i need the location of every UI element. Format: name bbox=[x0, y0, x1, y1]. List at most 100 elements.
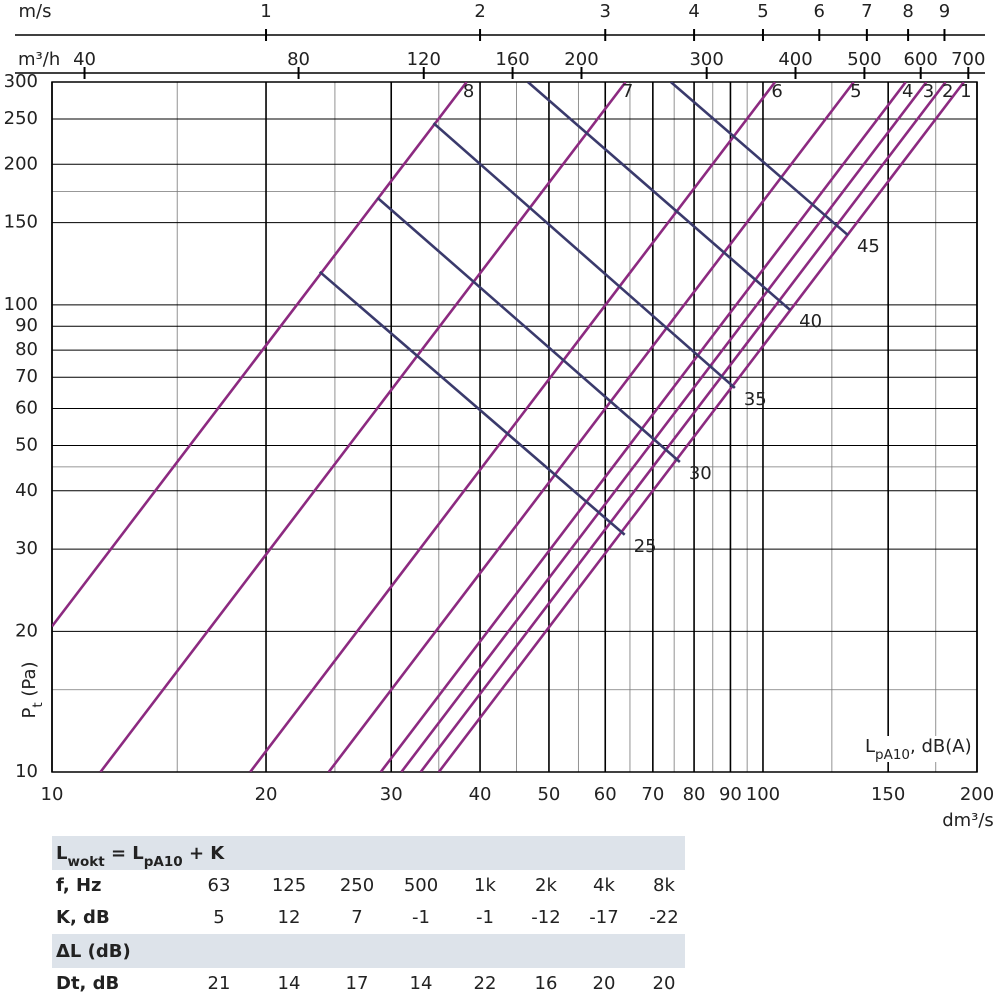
top-tick-label: 40 bbox=[73, 49, 96, 70]
curve-label: 45 bbox=[857, 236, 880, 257]
annotation-part: pA10 bbox=[875, 747, 910, 763]
curve bbox=[437, 82, 965, 772]
table-cell: -1 bbox=[412, 907, 430, 928]
x-tick-label: 80 bbox=[683, 784, 706, 805]
table-cell: 2k bbox=[535, 875, 557, 896]
curve-label: 30 bbox=[689, 463, 712, 484]
table-cell: 22 bbox=[474, 973, 497, 994]
curve bbox=[376, 196, 681, 463]
table-cell: 14 bbox=[278, 973, 301, 994]
x-tick-label: 60 bbox=[594, 784, 617, 805]
table-cell: 17 bbox=[346, 973, 369, 994]
top-tick-label: 700 bbox=[951, 49, 985, 70]
table-row-label: Dt, dB bbox=[56, 973, 119, 994]
curve-label: 4 bbox=[902, 81, 913, 102]
annotation-bg bbox=[862, 736, 968, 762]
table-header-part: pA10 bbox=[144, 854, 183, 870]
top-tick-label: 9 bbox=[939, 1, 950, 22]
table-cell: 20 bbox=[653, 973, 676, 994]
curve bbox=[379, 82, 907, 772]
x-tick-label: 30 bbox=[380, 784, 403, 805]
y-tick-label: 100 bbox=[4, 294, 38, 315]
table-cell: 250 bbox=[340, 875, 374, 896]
curve bbox=[527, 82, 792, 311]
curve-label: 2 bbox=[942, 81, 953, 102]
y-tick-label: 80 bbox=[15, 339, 38, 360]
table-cell: 12 bbox=[278, 907, 301, 928]
table-cell: 16 bbox=[535, 973, 558, 994]
top-tick-label: 300 bbox=[689, 49, 723, 70]
y-tick-label: 300 bbox=[4, 71, 38, 92]
curve-label: 6 bbox=[771, 81, 782, 102]
y-axis-label-part: t bbox=[30, 702, 46, 707]
x-tick-label: 50 bbox=[537, 784, 560, 805]
y-tick-label: 40 bbox=[15, 480, 38, 501]
table-header-part: + K bbox=[183, 843, 226, 864]
curve-label: 35 bbox=[744, 389, 767, 410]
x-tick-label: 20 bbox=[255, 784, 278, 805]
top-tick-label: 600 bbox=[904, 49, 938, 70]
table-cell: 21 bbox=[208, 973, 231, 994]
y-tick-label: 70 bbox=[15, 366, 38, 387]
x-tick-label: 10 bbox=[41, 784, 64, 805]
x-tick-label: 90 bbox=[719, 784, 742, 805]
y-tick-label: 90 bbox=[15, 315, 38, 336]
table-header-part: L bbox=[56, 843, 67, 864]
curve bbox=[432, 122, 736, 389]
curve-label: 25 bbox=[634, 536, 657, 557]
curve bbox=[400, 82, 928, 772]
plot-lines bbox=[52, 82, 965, 772]
top-tick-label: 8 bbox=[902, 1, 913, 22]
table-cell: 500 bbox=[404, 875, 438, 896]
plot-frame bbox=[51, 81, 978, 773]
x-tick-label: 150 bbox=[871, 784, 905, 805]
annotation-part: , dB(A) bbox=[910, 736, 972, 757]
table-cell: 8k bbox=[653, 875, 675, 896]
x-tick-label: 200 bbox=[960, 784, 994, 805]
top-tick-label: 200 bbox=[564, 49, 598, 70]
curve bbox=[327, 82, 855, 772]
top-tick-label: 160 bbox=[495, 49, 529, 70]
table-cell: -1 bbox=[476, 907, 494, 928]
curve-label: 5 bbox=[850, 81, 861, 102]
annotation-part: L bbox=[865, 736, 875, 757]
table-cell: 63 bbox=[208, 875, 231, 896]
x-axis-label: dm³/s bbox=[942, 810, 994, 831]
y-tick-label: 200 bbox=[4, 153, 38, 174]
curve bbox=[52, 82, 468, 628]
top-tick-label: 500 bbox=[847, 49, 881, 70]
y-tick-label: 150 bbox=[4, 212, 38, 233]
table-cell: 1k bbox=[474, 875, 496, 896]
table-cell: 125 bbox=[272, 875, 306, 896]
top-tick-label: 6 bbox=[814, 1, 825, 22]
y-tick-label: 20 bbox=[15, 620, 38, 641]
table-cell: -22 bbox=[649, 907, 678, 928]
table-cell: -17 bbox=[589, 907, 618, 928]
top-tick-label: 1 bbox=[260, 1, 271, 22]
annotation: LpA10, dB(A) bbox=[865, 736, 972, 763]
x-tick-label: 100 bbox=[746, 784, 780, 805]
table-row-label: f, Hz bbox=[56, 875, 102, 896]
table-header-band bbox=[52, 934, 685, 968]
y-axis-label-part: (Pa) bbox=[19, 662, 40, 703]
y-tick-label: 250 bbox=[4, 108, 38, 129]
table-cell: -12 bbox=[531, 907, 560, 928]
top-tick-label: 2 bbox=[474, 1, 485, 22]
table-cell: 20 bbox=[593, 973, 616, 994]
y-tick-label: 10 bbox=[15, 761, 38, 782]
top-tick-label: 400 bbox=[778, 49, 812, 70]
curve bbox=[669, 82, 849, 237]
table-cell: 5 bbox=[213, 907, 224, 928]
curve-label: 3 bbox=[923, 81, 934, 102]
table-cell: 7 bbox=[351, 907, 362, 928]
table-cell: 14 bbox=[410, 973, 433, 994]
curve-label: 40 bbox=[799, 311, 822, 332]
y-axis-label: Pt (Pa) bbox=[19, 662, 46, 719]
top-axis-label: m³/h bbox=[18, 49, 60, 70]
table-header-part: ΔL (dB) bbox=[56, 941, 131, 962]
x-tick-label: 40 bbox=[469, 784, 492, 805]
top-tick-label: 3 bbox=[600, 1, 611, 22]
curve-label: 8 bbox=[463, 81, 474, 102]
top-tick-label: 5 bbox=[757, 1, 768, 22]
